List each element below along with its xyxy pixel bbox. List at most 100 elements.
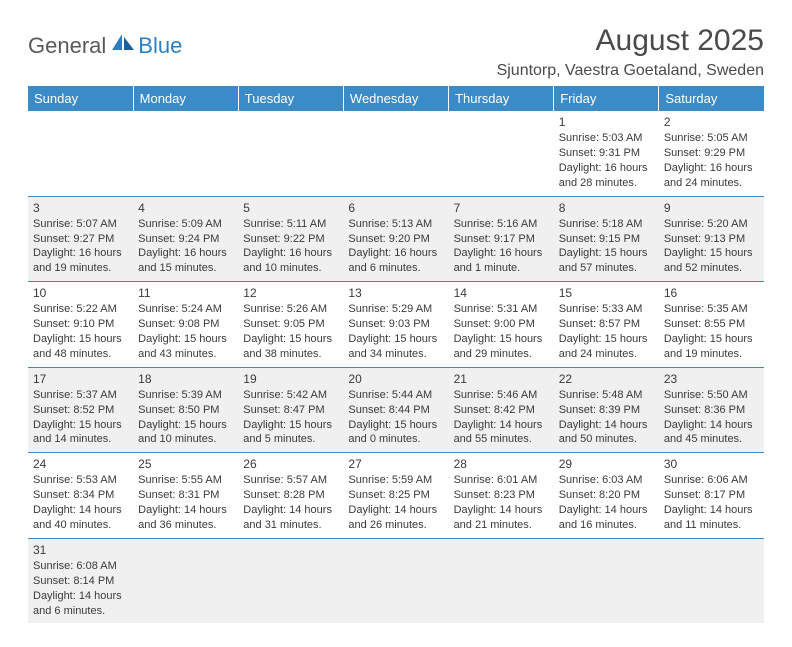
day-cell: 31Sunrise: 6:08 AMSunset: 8:14 PMDayligh… xyxy=(28,538,133,623)
day-cell: 20Sunrise: 5:44 AMSunset: 8:44 PMDayligh… xyxy=(343,367,448,453)
day-number: 17 xyxy=(33,371,128,387)
calendar-table: SundayMondayTuesdayWednesdayThursdayFrid… xyxy=(28,86,764,623)
daylight-line: Daylight: 16 hours and 19 minutes. xyxy=(33,246,128,276)
sunset-line: Sunset: 8:34 PM xyxy=(33,488,128,503)
sunrise-line: Sunrise: 5:26 AM xyxy=(243,302,338,317)
sunset-line: Sunset: 9:20 PM xyxy=(348,232,443,247)
sunrise-line: Sunrise: 5:35 AM xyxy=(664,302,759,317)
sail-icon xyxy=(110,32,136,59)
daylight-line: Daylight: 15 hours and 52 minutes. xyxy=(664,246,759,276)
sunset-line: Sunset: 9:27 PM xyxy=(33,232,128,247)
sunset-line: Sunset: 9:15 PM xyxy=(559,232,654,247)
sunrise-line: Sunrise: 5:13 AM xyxy=(348,217,443,232)
empty-cell xyxy=(449,538,554,623)
sunrise-line: Sunrise: 5:39 AM xyxy=(138,388,233,403)
daylight-line: Daylight: 14 hours and 21 minutes. xyxy=(454,503,549,533)
daylight-line: Daylight: 16 hours and 24 minutes. xyxy=(664,161,759,191)
week-row: 31Sunrise: 6:08 AMSunset: 8:14 PMDayligh… xyxy=(28,538,764,623)
empty-cell xyxy=(343,538,448,623)
daylight-line: Daylight: 14 hours and 36 minutes. xyxy=(138,503,233,533)
sunrise-line: Sunrise: 5:07 AM xyxy=(33,217,128,232)
sunrise-line: Sunrise: 5:53 AM xyxy=(33,473,128,488)
sunrise-line: Sunrise: 5:37 AM xyxy=(33,388,128,403)
daylight-line: Daylight: 15 hours and 43 minutes. xyxy=(138,332,233,362)
sunset-line: Sunset: 9:17 PM xyxy=(454,232,549,247)
sunset-line: Sunset: 9:29 PM xyxy=(664,146,759,161)
sunset-line: Sunset: 8:36 PM xyxy=(664,403,759,418)
day-header: Tuesday xyxy=(238,86,343,111)
calendar-head: SundayMondayTuesdayWednesdayThursdayFrid… xyxy=(28,86,764,111)
daylight-line: Daylight: 14 hours and 6 minutes. xyxy=(33,589,128,619)
sunrise-line: Sunrise: 6:01 AM xyxy=(454,473,549,488)
sunset-line: Sunset: 9:13 PM xyxy=(664,232,759,247)
sunset-line: Sunset: 8:31 PM xyxy=(138,488,233,503)
daylight-line: Daylight: 14 hours and 45 minutes. xyxy=(664,418,759,448)
daylight-line: Daylight: 15 hours and 38 minutes. xyxy=(243,332,338,362)
empty-cell xyxy=(133,538,238,623)
day-header: Monday xyxy=(133,86,238,111)
day-number: 12 xyxy=(243,285,338,301)
day-cell: 15Sunrise: 5:33 AMSunset: 8:57 PMDayligh… xyxy=(554,282,659,368)
title-block: August 2025 Sjuntorp, Vaestra Goetaland,… xyxy=(497,24,764,80)
day-number: 8 xyxy=(559,200,654,216)
daylight-line: Daylight: 14 hours and 40 minutes. xyxy=(33,503,128,533)
daylight-line: Daylight: 15 hours and 48 minutes. xyxy=(33,332,128,362)
daylight-line: Daylight: 16 hours and 15 minutes. xyxy=(138,246,233,276)
sunrise-line: Sunrise: 5:22 AM xyxy=(33,302,128,317)
day-number: 20 xyxy=(348,371,443,387)
sunrise-line: Sunrise: 6:06 AM xyxy=(664,473,759,488)
sunrise-line: Sunrise: 5:29 AM xyxy=(348,302,443,317)
daylight-line: Daylight: 16 hours and 28 minutes. xyxy=(559,161,654,191)
daylight-line: Daylight: 15 hours and 10 minutes. xyxy=(138,418,233,448)
sunset-line: Sunset: 9:24 PM xyxy=(138,232,233,247)
day-cell: 17Sunrise: 5:37 AMSunset: 8:52 PMDayligh… xyxy=(28,367,133,453)
sunset-line: Sunset: 9:31 PM xyxy=(559,146,654,161)
daylight-line: Daylight: 14 hours and 16 minutes. xyxy=(559,503,654,533)
day-cell: 16Sunrise: 5:35 AMSunset: 8:55 PMDayligh… xyxy=(659,282,764,368)
day-header: Thursday xyxy=(449,86,554,111)
daylight-line: Daylight: 14 hours and 31 minutes. xyxy=(243,503,338,533)
day-header: Friday xyxy=(554,86,659,111)
daylight-line: Daylight: 16 hours and 10 minutes. xyxy=(243,246,338,276)
week-row: 1Sunrise: 5:03 AMSunset: 9:31 PMDaylight… xyxy=(28,111,764,196)
sunset-line: Sunset: 8:44 PM xyxy=(348,403,443,418)
sunrise-line: Sunrise: 5:44 AM xyxy=(348,388,443,403)
day-number: 7 xyxy=(454,200,549,216)
week-row: 3Sunrise: 5:07 AMSunset: 9:27 PMDaylight… xyxy=(28,196,764,282)
sunrise-line: Sunrise: 5:57 AM xyxy=(243,473,338,488)
daylight-line: Daylight: 15 hours and 57 minutes. xyxy=(559,246,654,276)
sunrise-line: Sunrise: 5:03 AM xyxy=(559,131,654,146)
sunrise-line: Sunrise: 5:50 AM xyxy=(664,388,759,403)
empty-cell xyxy=(343,111,448,196)
daylight-line: Daylight: 15 hours and 19 minutes. xyxy=(664,332,759,362)
sunset-line: Sunset: 8:57 PM xyxy=(559,317,654,332)
day-cell: 29Sunrise: 6:03 AMSunset: 8:20 PMDayligh… xyxy=(554,453,659,539)
day-cell: 24Sunrise: 5:53 AMSunset: 8:34 PMDayligh… xyxy=(28,453,133,539)
day-number: 1 xyxy=(559,114,654,130)
sunrise-line: Sunrise: 5:18 AM xyxy=(559,217,654,232)
logo: General Blue xyxy=(28,24,182,59)
day-cell: 1Sunrise: 5:03 AMSunset: 9:31 PMDaylight… xyxy=(554,111,659,196)
day-cell: 5Sunrise: 5:11 AMSunset: 9:22 PMDaylight… xyxy=(238,196,343,282)
day-cell: 8Sunrise: 5:18 AMSunset: 9:15 PMDaylight… xyxy=(554,196,659,282)
day-cell: 13Sunrise: 5:29 AMSunset: 9:03 PMDayligh… xyxy=(343,282,448,368)
daylight-line: Daylight: 16 hours and 6 minutes. xyxy=(348,246,443,276)
day-number: 21 xyxy=(454,371,549,387)
daylight-line: Daylight: 14 hours and 11 minutes. xyxy=(664,503,759,533)
day-number: 5 xyxy=(243,200,338,216)
day-cell: 2Sunrise: 5:05 AMSunset: 9:29 PMDaylight… xyxy=(659,111,764,196)
day-cell: 10Sunrise: 5:22 AMSunset: 9:10 PMDayligh… xyxy=(28,282,133,368)
daylight-line: Daylight: 15 hours and 29 minutes. xyxy=(454,332,549,362)
day-cell: 23Sunrise: 5:50 AMSunset: 8:36 PMDayligh… xyxy=(659,367,764,453)
sunrise-line: Sunrise: 5:31 AM xyxy=(454,302,549,317)
daylight-line: Daylight: 15 hours and 34 minutes. xyxy=(348,332,443,362)
sunrise-line: Sunrise: 5:05 AM xyxy=(664,131,759,146)
day-number: 31 xyxy=(33,542,128,558)
sunrise-line: Sunrise: 5:55 AM xyxy=(138,473,233,488)
day-header: Sunday xyxy=(28,86,133,111)
sunrise-line: Sunrise: 5:48 AM xyxy=(559,388,654,403)
day-number: 25 xyxy=(138,456,233,472)
sunset-line: Sunset: 8:42 PM xyxy=(454,403,549,418)
day-cell: 30Sunrise: 6:06 AMSunset: 8:17 PMDayligh… xyxy=(659,453,764,539)
week-row: 24Sunrise: 5:53 AMSunset: 8:34 PMDayligh… xyxy=(28,453,764,539)
